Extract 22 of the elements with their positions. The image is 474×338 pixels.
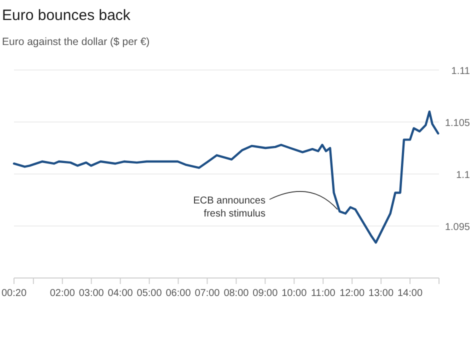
y-tick-label: 1.095 — [444, 222, 470, 233]
x-tick-label: 11:00 — [310, 288, 336, 299]
x-tick-label: 03:00 — [78, 288, 104, 299]
x-tick-label: 00:20 — [1, 288, 27, 299]
x-tick-label: 02:00 — [50, 288, 76, 299]
chart-subtitle: Euro against the dollar ($ per €) — [2, 36, 150, 48]
x-tick-label: 14:00 — [398, 288, 423, 299]
chart-title: Euro bounces back — [2, 7, 131, 24]
x-tick-label: 04:00 — [108, 288, 134, 299]
x-tick-label: 06:00 — [166, 288, 192, 299]
annotation: ECB announces fresh stimulus — [193, 195, 266, 220]
x-tick-label: 10:00 — [282, 288, 308, 299]
line-series — [12, 110, 440, 244]
y-tick-label: 1.11 — [451, 66, 470, 77]
y-tick-label: 1.105 — [444, 118, 470, 129]
x-tick-label: 09:00 — [252, 288, 278, 299]
x-tick-label: 08:00 — [224, 288, 250, 299]
x-tick-label: 13:00 — [368, 288, 394, 299]
x-tick-label: 07:00 — [194, 288, 220, 299]
y-tick-label: 1.1 — [456, 170, 470, 181]
x-tick-label: 12:00 — [340, 288, 366, 299]
x-tick-label: 05:00 — [136, 288, 162, 299]
